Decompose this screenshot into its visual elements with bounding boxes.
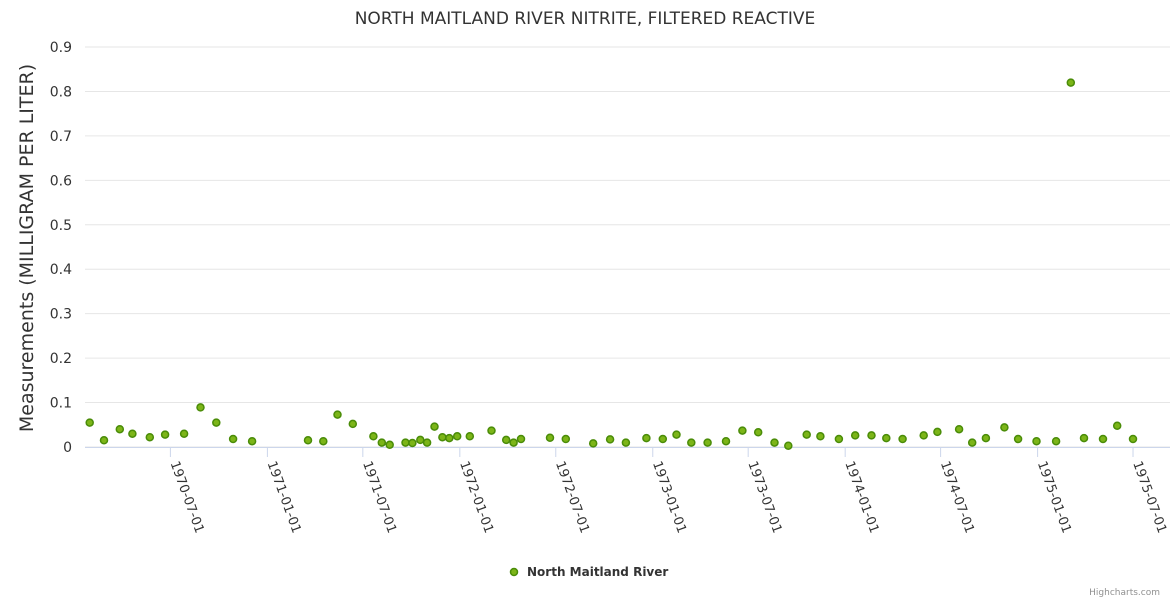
data-point <box>867 431 876 440</box>
legend-marker <box>509 567 519 577</box>
data-point <box>465 432 475 441</box>
data-point <box>703 438 712 447</box>
data-point <box>401 438 410 447</box>
data-point <box>408 438 417 448</box>
data-point <box>445 433 454 443</box>
data-point <box>850 431 860 440</box>
data-point <box>1000 423 1009 432</box>
data-point <box>160 430 170 439</box>
data-point <box>179 429 189 438</box>
data-point <box>501 435 511 445</box>
data-point <box>452 432 462 441</box>
data-point <box>954 424 964 434</box>
credits-link[interactable]: Highcharts.com <box>1089 588 1160 598</box>
data-point <box>228 434 238 444</box>
data-point <box>145 432 155 442</box>
y-tick-label: 0.1 <box>50 396 72 412</box>
data-point <box>898 434 907 444</box>
y-tick-label: 0.3 <box>50 307 72 323</box>
y-tick-label: 0.5 <box>50 218 72 234</box>
data-point <box>99 436 109 445</box>
data-point <box>516 434 526 444</box>
data-point <box>1112 421 1122 430</box>
data-point <box>561 434 571 444</box>
data-point <box>247 436 257 446</box>
data-point <box>430 422 439 431</box>
y-axis-label: Measurements (MILLIGRAM PER LITER) <box>16 64 38 432</box>
data-point <box>1079 433 1089 443</box>
data-point <box>672 430 681 439</box>
data-point <box>319 436 328 446</box>
data-point <box>545 433 555 442</box>
data-point <box>1051 436 1061 446</box>
data-point <box>1013 434 1023 444</box>
data-point <box>85 418 94 427</box>
data-point <box>1032 436 1041 446</box>
data-point <box>212 418 221 427</box>
data-point <box>882 433 891 443</box>
data-point <box>115 424 125 434</box>
data-point <box>816 432 825 441</box>
legend[interactable]: North Maitland River <box>509 565 669 579</box>
data-point <box>487 426 496 435</box>
data-point <box>605 435 615 444</box>
data-point <box>770 438 779 447</box>
data-point <box>967 438 977 447</box>
data-point <box>784 441 793 450</box>
data-point <box>509 438 518 447</box>
data-point <box>1066 78 1076 87</box>
y-tick-label: 0.6 <box>50 173 72 189</box>
legend-label[interactable]: North Maitland River <box>527 565 668 579</box>
data-point <box>416 435 425 445</box>
y-tick-label: 0 <box>63 440 72 456</box>
data-point <box>919 431 928 440</box>
chart-title: NORTH MAITLAND RIVER NITRITE, FILTERED R… <box>355 9 816 29</box>
data-point <box>196 403 205 412</box>
data-point <box>658 434 668 444</box>
data-point <box>333 410 342 419</box>
data-point <box>933 427 942 437</box>
data-point <box>981 433 991 443</box>
gridlines <box>85 46 1170 448</box>
data-point <box>1128 434 1138 444</box>
data-point <box>588 439 598 448</box>
y-tick-label: 0.8 <box>50 84 72 100</box>
y-tick-label: 0.4 <box>50 262 72 278</box>
y-tick-label: 0.2 <box>50 351 72 367</box>
data-point <box>303 436 313 445</box>
data-point <box>128 429 137 438</box>
data-point <box>621 438 631 447</box>
data-point <box>1098 434 1108 444</box>
y-tick-label: 0.7 <box>50 129 72 145</box>
data-point <box>385 440 394 450</box>
data-point <box>369 432 378 441</box>
data-point <box>753 428 763 437</box>
data-point <box>721 436 731 446</box>
data-points <box>85 78 1138 450</box>
data-point <box>802 430 811 439</box>
data-point <box>438 432 447 442</box>
y-axis-ticks: 0 0.1 0.2 0.3 0.4 0.5 0.6 0.7 0.8 0.9 <box>50 40 72 456</box>
y-tick-label: 0.9 <box>50 40 72 56</box>
data-point <box>738 426 747 435</box>
data-point <box>348 419 358 429</box>
data-point <box>834 434 844 444</box>
data-point <box>422 438 432 447</box>
data-point <box>642 433 651 443</box>
data-point <box>377 438 387 447</box>
data-point <box>687 438 696 447</box>
